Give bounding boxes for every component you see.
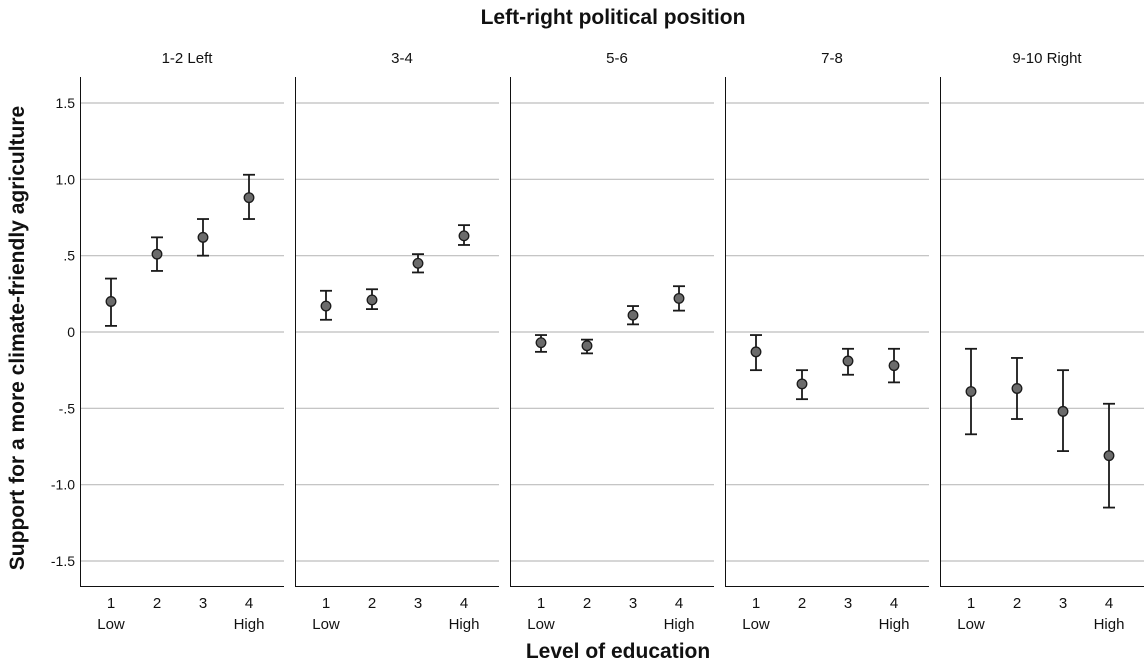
x-tick-label: 3 xyxy=(844,595,852,612)
facet-panel: 3-4 1 Low 2 3 4 High xyxy=(295,50,499,633)
facet-panel: 9-10 Right 1 Low 2 3 4 High xyxy=(940,50,1144,633)
x-tick-label: 4 xyxy=(890,595,898,612)
x-tick-label: 3 xyxy=(199,595,207,612)
x-tick-sublabel: Low xyxy=(97,616,125,633)
x-tick-sublabel: High xyxy=(664,616,695,633)
facet-label: 7-8 xyxy=(821,50,843,67)
y-tick-label: 1.0 xyxy=(56,171,76,187)
facet-label: 5-6 xyxy=(606,50,628,67)
data-point xyxy=(197,231,209,243)
x-tick-sublabel: Low xyxy=(742,616,770,633)
x-tick-sublabel: High xyxy=(449,616,480,633)
data-point xyxy=(1103,450,1115,462)
x-tick-label: 1 xyxy=(322,595,330,612)
x-tick-label: 2 xyxy=(583,595,591,612)
facet-label: 1-2 Left xyxy=(162,50,214,67)
facet-panel: 7-8 1 Low 2 3 4 High xyxy=(725,50,929,633)
x-tick-label: 1 xyxy=(967,595,975,612)
x-tick-label: 4 xyxy=(1105,595,1113,612)
y-tick-label: 0 xyxy=(67,324,75,340)
y-ticks: 1.5 1.0 .5 0 -.5 -1.0 -1.5 xyxy=(51,95,75,569)
x-tick-sublabel: High xyxy=(234,616,265,633)
x-tick-sublabel: Low xyxy=(312,616,340,633)
data-point xyxy=(1057,405,1069,417)
y-axis-label: Support for a more climate-friendly agri… xyxy=(6,106,29,570)
x-tick-label: 4 xyxy=(675,595,683,612)
x-tick-sublabel: Low xyxy=(527,616,555,633)
x-tick-label: 2 xyxy=(153,595,161,612)
x-tick-label: 1 xyxy=(107,595,115,612)
x-tick-label: 3 xyxy=(414,595,422,612)
x-tick-label: 1 xyxy=(537,595,545,612)
data-point xyxy=(888,360,900,372)
x-tick-label: 3 xyxy=(629,595,637,612)
x-tick-label: 1 xyxy=(752,595,760,612)
facet-panel: 5-6 1 Low 2 3 4 High xyxy=(510,50,714,633)
data-point xyxy=(581,340,593,352)
chart-title: Left-right political position xyxy=(481,6,746,29)
data-point xyxy=(535,337,547,349)
y-tick-label: -1.0 xyxy=(51,477,75,493)
y-tick-label: -.5 xyxy=(59,400,76,416)
x-axis-label: Level of education xyxy=(526,640,710,661)
y-tick-label: -1.5 xyxy=(51,553,75,569)
x-tick-sublabel: High xyxy=(879,616,910,633)
facet-panel: 1-2 Left 1 Low 2 3 4 High xyxy=(80,50,284,633)
x-tick-label: 2 xyxy=(798,595,806,612)
data-point xyxy=(320,300,332,312)
x-tick-label: 4 xyxy=(460,595,468,612)
y-tick-label: 1.5 xyxy=(56,95,76,111)
data-point xyxy=(1011,383,1023,394)
data-point xyxy=(458,230,470,242)
data-point xyxy=(366,294,378,306)
data-point xyxy=(243,192,255,204)
data-point xyxy=(105,296,117,307)
x-tick-sublabel: Low xyxy=(957,616,985,633)
data-point xyxy=(412,257,424,269)
y-tick-label: .5 xyxy=(63,248,75,264)
data-point xyxy=(627,309,639,321)
facet-label: 3-4 xyxy=(391,50,413,67)
panels: 1-2 Left 1 Low 2 3 4 High 3-4 1 Low 2 3 4 High 5-6 1 Low… xyxy=(80,50,1144,633)
x-tick-label: 3 xyxy=(1059,595,1067,612)
data-point xyxy=(965,386,977,397)
data-point xyxy=(750,346,762,358)
x-tick-sublabel: High xyxy=(1094,616,1125,633)
data-point xyxy=(151,248,163,260)
x-tick-label: 2 xyxy=(1013,595,1021,612)
x-tick-label: 2 xyxy=(368,595,376,612)
x-tick-label: 4 xyxy=(245,595,253,612)
data-point xyxy=(673,292,685,304)
data-point xyxy=(796,378,808,390)
facet-label: 9-10 Right xyxy=(1012,50,1082,67)
data-point xyxy=(842,355,854,367)
